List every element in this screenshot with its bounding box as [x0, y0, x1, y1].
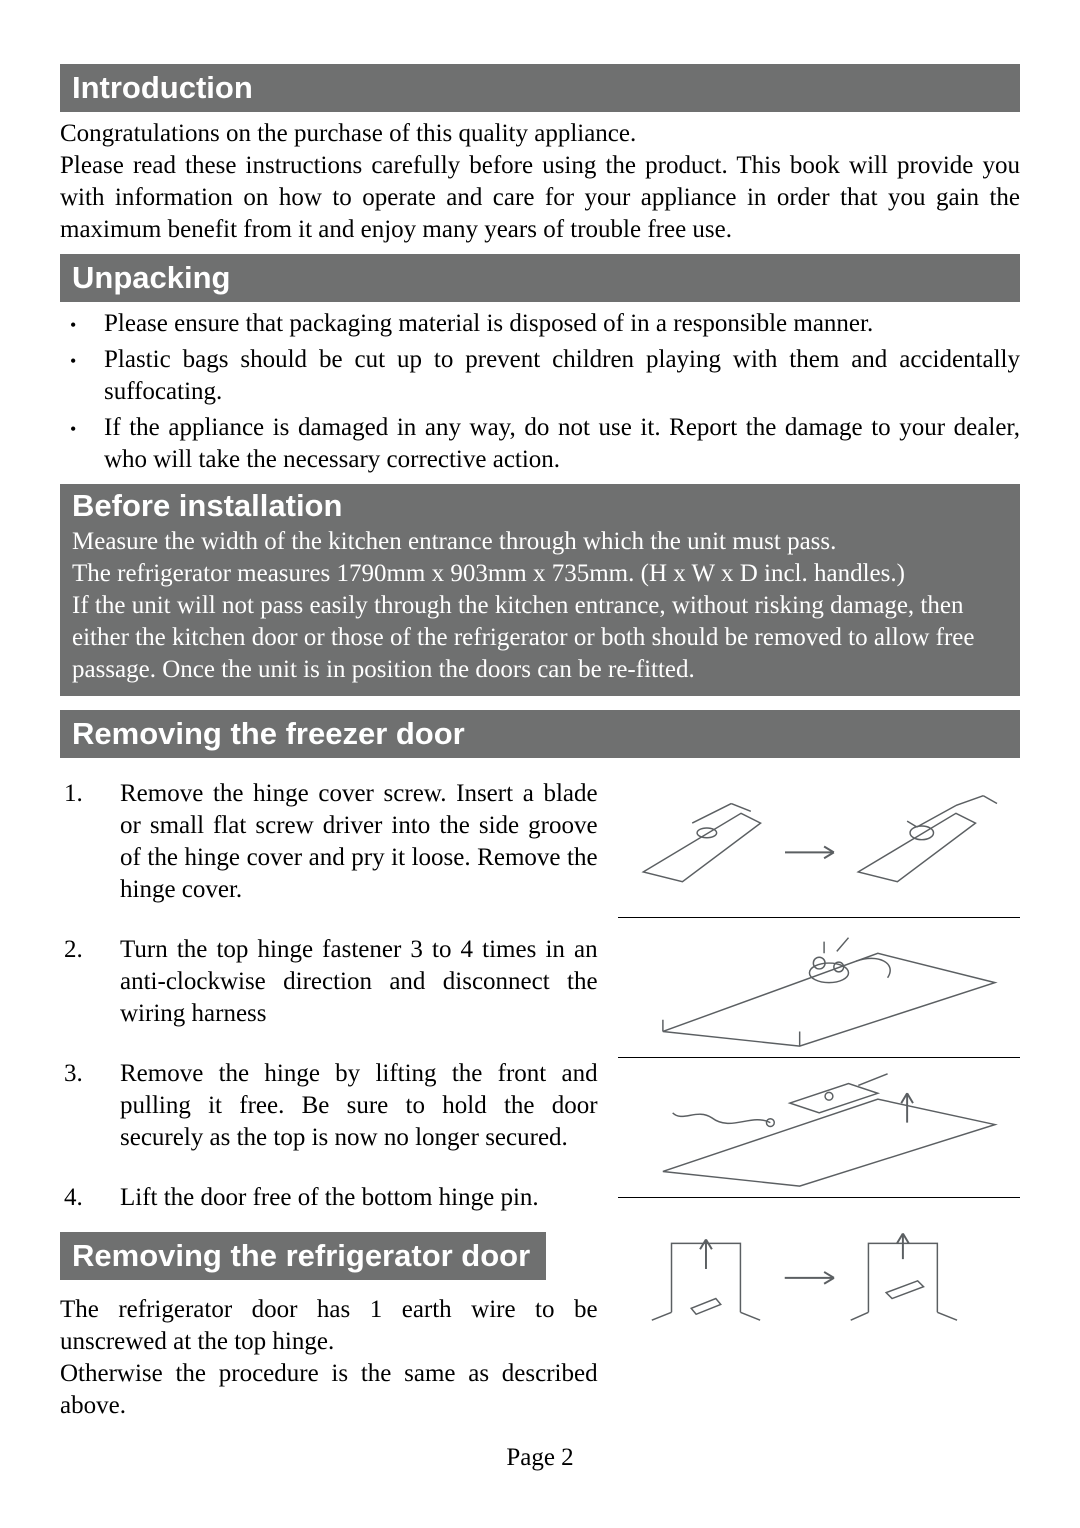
- removing-fridge-heading: Removing the refrigerator door: [60, 1232, 546, 1280]
- left-column: Remove the hinge cover screw. Insert a b…: [60, 778, 598, 1432]
- page: Introduction Congratulations on the purc…: [60, 64, 1020, 1472]
- before-installation-body: Measure the width of the kitchen entranc…: [60, 526, 1020, 686]
- top-hinge-diagram-icon: [622, 924, 1016, 1051]
- list-item: If the appliance is damaged in any way, …: [60, 412, 1020, 476]
- step-item: Remove the hinge by lifting the front an…: [60, 1058, 598, 1154]
- figure-remove-hinge: [618, 1058, 1020, 1198]
- unpacking-heading: Unpacking: [60, 254, 1020, 302]
- introduction-paragraph: Congratulations on the purchase of this …: [60, 118, 1020, 246]
- list-item: Plastic bags should be cut up to prevent…: [60, 344, 1020, 408]
- figure-lift-door: [618, 1198, 1020, 1338]
- step-item: Lift the door free of the bottom hinge p…: [60, 1182, 598, 1214]
- step-item: Remove the hinge cover screw. Insert a b…: [60, 778, 598, 906]
- unpacking-list: Please ensure that packaging material is…: [60, 308, 1020, 476]
- right-column-figures: [618, 778, 1020, 1432]
- figure-top-hinge: [618, 918, 1020, 1058]
- remove-hinge-diagram-icon: [622, 1064, 1016, 1191]
- list-item: Please ensure that packaging material is…: [60, 308, 1020, 340]
- lift-door-diagram-icon: [622, 1204, 1016, 1332]
- removing-fridge-paragraph: The refrigerator door has 1 earth wire t…: [60, 1294, 598, 1422]
- introduction-heading: Introduction: [60, 64, 1020, 112]
- hinge-cover-diagram-icon: [622, 784, 1016, 911]
- before-installation-heading: Before installation: [60, 484, 1020, 526]
- removing-freezer-heading: Removing the freezer door: [60, 710, 1020, 758]
- page-number: Page 2: [60, 1444, 1020, 1472]
- freezer-two-column: Remove the hinge cover screw. Insert a b…: [60, 778, 1020, 1432]
- figure-hinge-cover: [618, 778, 1020, 918]
- step-item: Turn the top hinge fastener 3 to 4 times…: [60, 934, 598, 1030]
- before-installation-block: Before installation Measure the width of…: [60, 484, 1020, 696]
- freezer-steps: Remove the hinge cover screw. Insert a b…: [60, 778, 598, 1214]
